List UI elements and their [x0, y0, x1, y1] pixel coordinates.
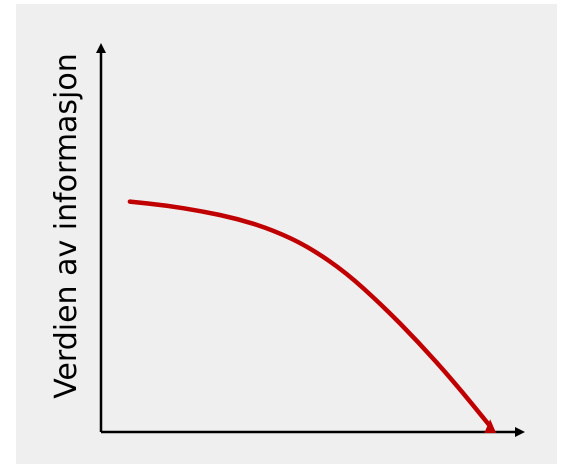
- series-layer: [127, 199, 496, 434]
- series-line-0: [127, 199, 496, 434]
- y-axis-label: Verdien av informasjon: [49, 53, 84, 399]
